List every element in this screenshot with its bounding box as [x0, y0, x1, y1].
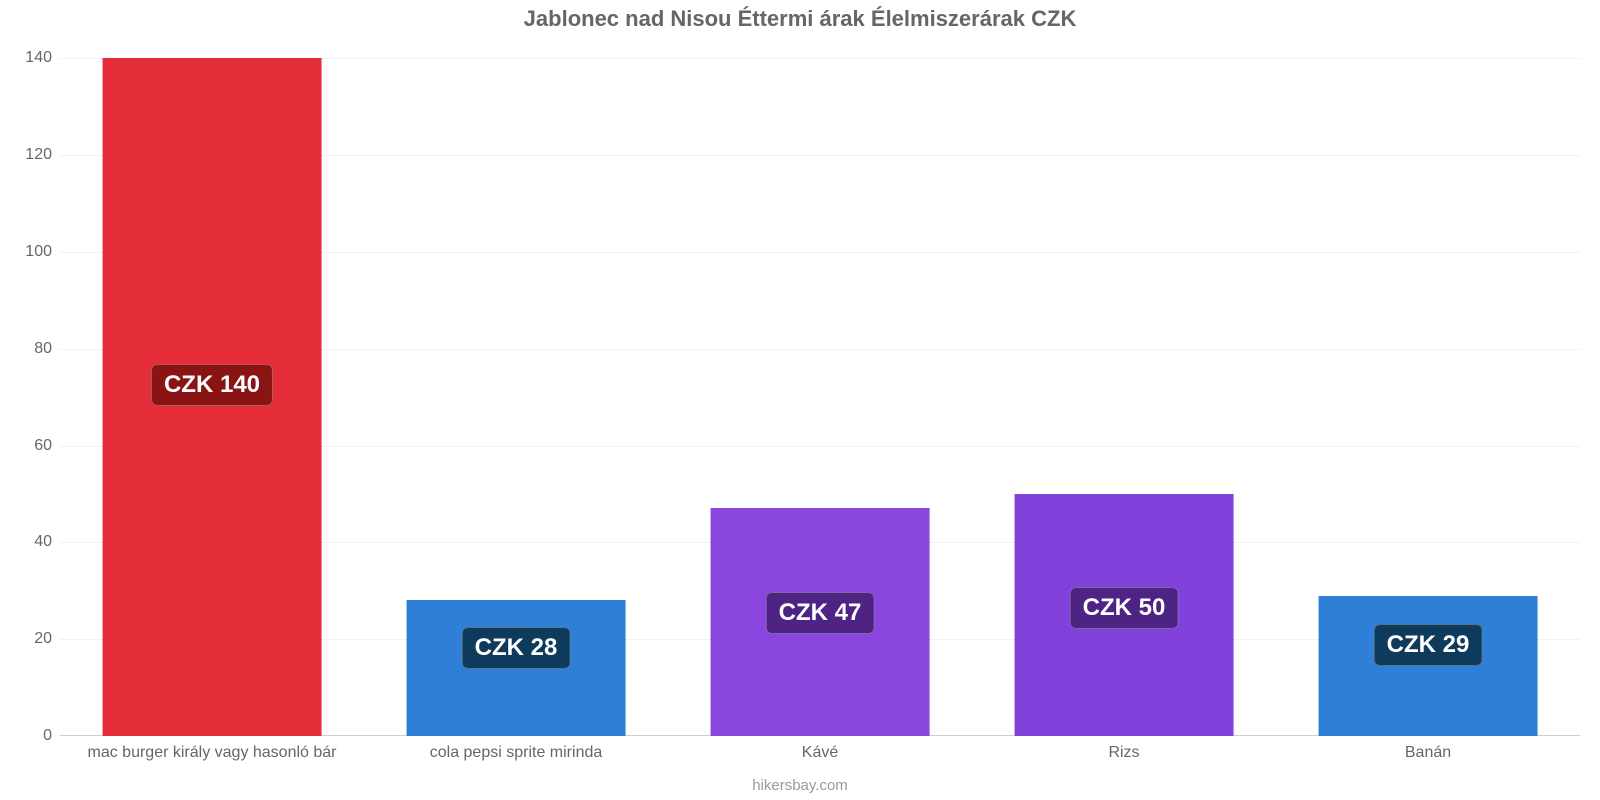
- bar-slot: CZK 28cola pepsi sprite mirinda: [364, 34, 668, 736]
- value-badge: CZK 50: [1070, 587, 1179, 629]
- category-label: Kávé: [802, 744, 838, 762]
- y-tick-label: 40: [4, 533, 52, 551]
- y-tick-label: 60: [4, 437, 52, 455]
- bar-slot: CZK 47Kávé: [668, 34, 972, 736]
- category-label: mac burger király vagy hasonló bár: [87, 744, 336, 762]
- price-bar-chart: Jablonec nad Nisou Éttermi árak Élelmisz…: [0, 0, 1600, 800]
- bar-slot: CZK 29Banán: [1276, 34, 1580, 736]
- bar-slot: CZK 50Rizs: [972, 34, 1276, 736]
- y-tick-label: 0: [4, 727, 52, 745]
- category-label: Rizs: [1108, 744, 1139, 762]
- attribution-text: hikersbay.com: [0, 777, 1600, 794]
- value-badge: CZK 28: [462, 627, 571, 669]
- bars-layer: CZK 140mac burger király vagy hasonló bá…: [60, 34, 1580, 736]
- bar-slot: CZK 140mac burger király vagy hasonló bá…: [60, 34, 364, 736]
- category-label: Banán: [1405, 744, 1451, 762]
- plot-area: CZK 140mac burger király vagy hasonló bá…: [60, 34, 1580, 736]
- chart-title: Jablonec nad Nisou Éttermi árak Élelmisz…: [0, 6, 1600, 32]
- y-tick-label: 140: [4, 49, 52, 67]
- y-tick-label: 120: [4, 146, 52, 164]
- value-badge: CZK 140: [151, 364, 273, 406]
- y-tick-label: 20: [4, 630, 52, 648]
- value-badge: CZK 47: [766, 592, 875, 634]
- value-badge: CZK 29: [1374, 624, 1483, 666]
- y-tick-label: 80: [4, 340, 52, 358]
- category-label: cola pepsi sprite mirinda: [430, 744, 603, 762]
- y-tick-label: 100: [4, 243, 52, 261]
